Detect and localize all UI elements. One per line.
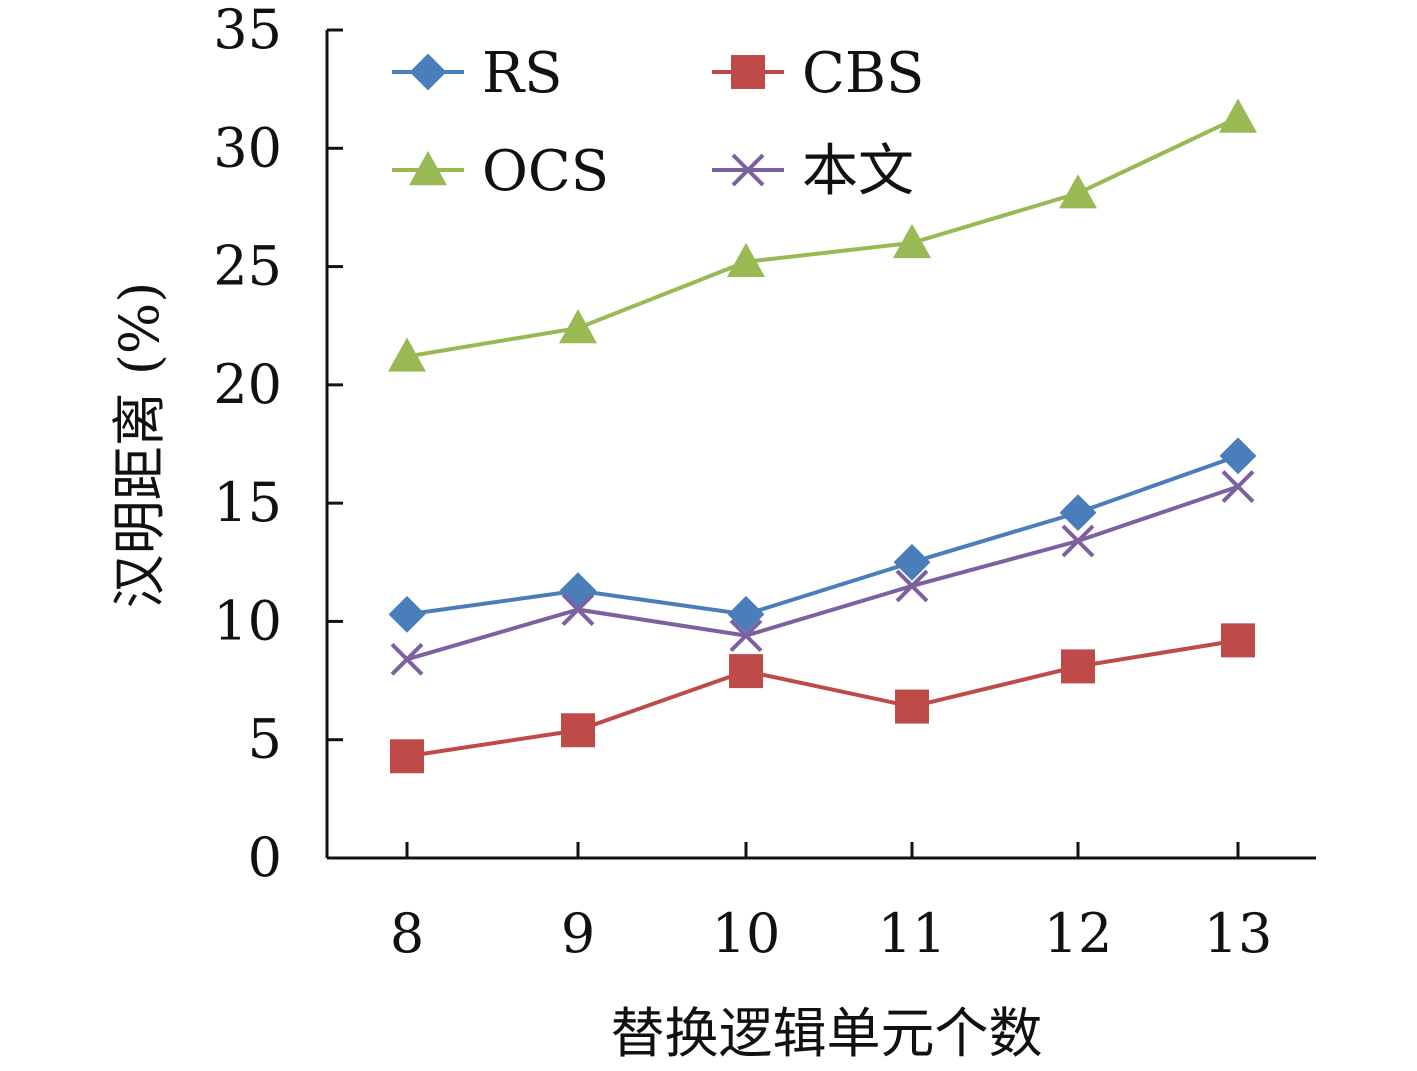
series-line — [406, 484, 1239, 662]
series-line — [406, 115, 1239, 359]
x-axis-ticks: 8 9 10 11 12 13 — [390, 842, 1273, 965]
legend-label: CBS — [802, 41, 924, 106]
legend-label: RS — [482, 41, 563, 106]
data-point — [895, 569, 929, 603]
series-1 — [390, 623, 1255, 774]
legend-item: 本文 — [712, 139, 914, 204]
data-point — [1061, 649, 1095, 684]
legend-marker — [731, 55, 765, 89]
x-tick-label: 13 — [1204, 902, 1273, 965]
y-tick-label: 35 — [213, 0, 282, 61]
legend-item: CBS — [712, 41, 924, 106]
legend-label: OCS — [482, 139, 609, 204]
data-point — [1059, 494, 1097, 532]
data-point — [729, 619, 763, 653]
x-tick-label: 8 — [390, 902, 424, 965]
y-axis-label: 汉明距离 (%) — [108, 282, 171, 609]
data-point — [559, 309, 597, 344]
series-layer — [388, 98, 1257, 774]
data-point — [1061, 524, 1095, 558]
data-point — [388, 595, 426, 633]
data-point — [390, 739, 424, 774]
series-line — [406, 453, 1239, 617]
data-point — [1059, 174, 1097, 209]
legend-item: OCS — [392, 139, 609, 204]
data-point — [559, 572, 597, 610]
series-0 — [388, 437, 1257, 633]
data-point — [727, 242, 765, 278]
data-point — [561, 713, 595, 748]
data-point — [895, 689, 929, 724]
y-tick-label: 5 — [248, 708, 282, 771]
series-line — [406, 638, 1239, 759]
legend-label: 本文 — [802, 139, 914, 204]
data-point — [893, 543, 931, 581]
x-tick-label: 9 — [561, 902, 595, 965]
y-tick-label: 25 — [213, 235, 282, 298]
x-axis-label: 替换逻辑单元个数 — [611, 1002, 1043, 1065]
data-point — [893, 223, 931, 259]
y-tick-label: 30 — [213, 116, 282, 179]
legend-marker — [409, 151, 447, 186]
x-tick-label: 11 — [878, 902, 947, 965]
y-tick-label: 0 — [248, 826, 282, 889]
data-point — [1221, 470, 1255, 503]
legend-marker — [409, 53, 447, 91]
data-point — [1219, 98, 1257, 133]
series-2 — [388, 98, 1257, 372]
data-point — [561, 593, 595, 627]
legend: RS CBS OCS 本文 — [392, 41, 924, 204]
legend-item: RS — [392, 41, 563, 106]
x-tick-label: 10 — [712, 902, 781, 965]
y-tick-label: 10 — [213, 589, 282, 652]
x-tick-label: 12 — [1044, 902, 1113, 965]
data-point — [388, 337, 426, 372]
y-axis-ticks: 0 5 10 15 20 25 30 35 — [213, 0, 343, 889]
axes — [325, 30, 1316, 860]
data-point — [729, 654, 763, 689]
data-point — [1219, 437, 1257, 475]
y-tick-label: 15 — [213, 471, 282, 534]
data-point — [1221, 623, 1255, 658]
y-tick-label: 20 — [213, 353, 282, 416]
series-3 — [390, 470, 1255, 676]
data-point — [390, 642, 424, 676]
legend-marker — [731, 153, 765, 187]
data-point — [727, 595, 765, 633]
